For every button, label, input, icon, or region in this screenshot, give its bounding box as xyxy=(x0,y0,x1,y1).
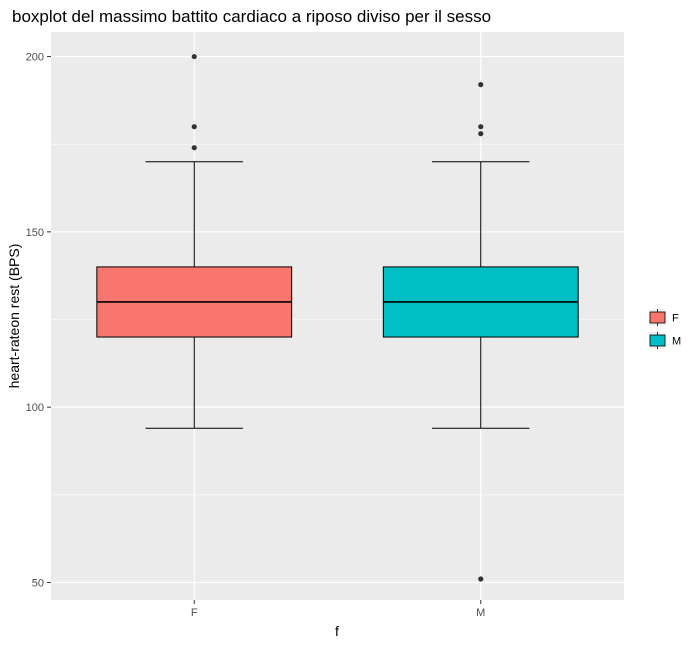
boxes-layer xyxy=(96,53,579,582)
y-tick-label: 100 xyxy=(26,402,44,414)
outlier-point xyxy=(191,124,197,130)
legend-key-swatch xyxy=(649,311,666,324)
outlier-point xyxy=(478,81,484,88)
chart-title: boxplot del massimo battito cardiaco a r… xyxy=(12,7,491,26)
x-axis-title: f xyxy=(335,623,339,639)
y-tick-label: 200 xyxy=(26,52,44,64)
legend-label: F xyxy=(672,313,679,325)
y-tick-label: 150 xyxy=(26,227,44,239)
legend-item-F: F xyxy=(649,309,679,326)
y-tick-label: 50 xyxy=(32,577,44,589)
legend-label: M xyxy=(672,336,681,348)
outlier-point xyxy=(478,576,484,582)
box-M xyxy=(382,81,579,582)
outlier-point xyxy=(191,145,197,151)
x-tick-label: M xyxy=(476,607,485,619)
outlier-point xyxy=(478,131,484,137)
box-F xyxy=(96,53,293,429)
legend-item-M: M xyxy=(649,332,681,349)
outlier-point xyxy=(478,124,484,130)
legend-key-swatch xyxy=(649,334,666,347)
y-axis-ticks: 50 100 150 200 xyxy=(26,52,51,589)
outlier-point xyxy=(191,53,197,60)
legend: FM xyxy=(649,309,681,349)
x-tick-label: F xyxy=(191,607,198,619)
y-axis-title: heart-rateon rest (BPS) xyxy=(6,244,22,389)
